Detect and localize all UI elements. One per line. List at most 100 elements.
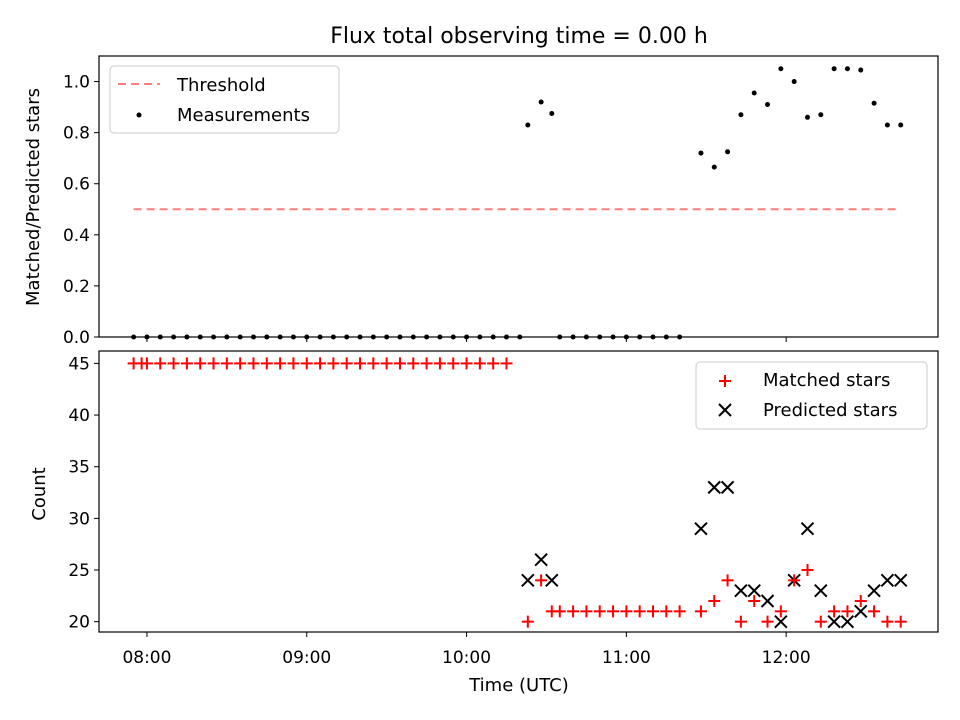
matched-star-point	[220, 357, 233, 370]
predicted-star-point	[707, 480, 721, 495]
matched-star-point	[734, 615, 747, 628]
measurement-point	[538, 99, 544, 105]
measurement-point	[871, 100, 877, 106]
top-y-axis-label: Matched/Predicted stars	[23, 88, 44, 306]
bottom-y-tick-label: 20	[68, 613, 90, 633]
top-y-tick-label: 0.6	[63, 175, 90, 195]
measurements-legend-swatch	[136, 112, 142, 118]
top-legend: Threshold Measurements	[109, 65, 340, 134]
top-axes-frame	[98, 55, 939, 338]
predicted-star-point	[545, 573, 559, 588]
measurement-point	[725, 149, 731, 155]
x-tick-label: 10:00	[442, 648, 491, 668]
matched-star-point	[854, 595, 867, 608]
measurement-point	[738, 112, 744, 118]
top-y-tick-label: 0.4	[63, 226, 90, 246]
matched-star-point	[521, 615, 534, 628]
predicted-star-point	[734, 583, 748, 598]
matched-star-point	[868, 605, 881, 618]
bottom-legend: Matched stars Predicted stars	[695, 361, 928, 430]
matched-legend-label: Matched stars	[763, 370, 890, 391]
matched-star-point	[367, 357, 380, 370]
top-legend-box	[109, 65, 340, 134]
matched-star-point	[473, 357, 486, 370]
measurements-legend-label: Measurements	[177, 105, 310, 126]
predicted-legend-swatch	[718, 403, 732, 417]
matched-star-point	[260, 357, 273, 370]
matched-star-point	[894, 615, 907, 628]
measurement-point	[858, 67, 864, 73]
x-tick-label: 11:00	[602, 648, 651, 668]
predicted-star-point	[840, 614, 855, 629]
top-y-tick-label: 0.8	[63, 124, 90, 144]
predicted-star-point	[521, 573, 535, 588]
matched-star-point	[881, 615, 894, 628]
matched-star-point	[673, 605, 686, 618]
measurement-point	[791, 79, 797, 85]
matched-star-point	[761, 615, 774, 628]
measurement-point	[804, 114, 810, 120]
predicted-star-point	[774, 614, 788, 629]
top-y-tick-label: 0.0	[63, 328, 90, 348]
matched-star-point	[327, 357, 340, 370]
bottom-y-tick-label: 40	[68, 406, 90, 426]
x-axis-label: Time (UTC)	[468, 675, 569, 696]
matched-star-point	[620, 605, 633, 618]
top-panel: 0.0 0.2 0.4 0.6 0.8 1.0 Matched/Predicted sta…	[23, 55, 939, 348]
bottom-y-tick-label: 35	[68, 458, 90, 478]
bottom-y-tick-label: 45	[68, 354, 90, 374]
predicted-star-point	[894, 573, 908, 588]
matched-star-point	[207, 357, 220, 370]
matched-star-point	[814, 615, 827, 628]
top-x-axis	[146, 337, 787, 342]
x-tick-label: 12:00	[762, 648, 811, 668]
measurement-point	[844, 66, 850, 72]
predicted-star-point	[800, 521, 815, 536]
matched-star-point	[167, 357, 180, 370]
matched-star-point	[721, 574, 734, 587]
predicted-star-point	[880, 573, 895, 588]
predicted-star-point	[827, 614, 841, 629]
x-tick-label: 08:00	[122, 648, 171, 668]
predicted-star-point	[747, 583, 761, 598]
measurement-point	[898, 122, 904, 128]
matched-star-point	[447, 357, 460, 370]
bottom-axes-frame	[98, 350, 939, 633]
matched-star-point	[140, 357, 153, 370]
matched-star-point	[420, 357, 433, 370]
matched-star-point	[380, 357, 393, 370]
matched-star-point	[788, 574, 801, 587]
matched-star-point	[300, 357, 313, 370]
measurement-point	[765, 102, 771, 108]
matched-star-point	[274, 357, 287, 370]
matched-star-point	[154, 357, 167, 370]
measurement-point	[884, 122, 890, 128]
matched-star-point	[567, 605, 580, 618]
bottom-x-axis: 08:00 09:00 10:00 11:00 12:00	[122, 632, 811, 668]
measurement-point	[711, 164, 717, 170]
matched-star-point	[194, 357, 207, 370]
matched-star-point	[535, 574, 548, 587]
matched-legend-swatch	[719, 375, 731, 387]
matched-star-point	[748, 595, 761, 608]
matched-star-point	[553, 605, 566, 618]
matched-star-point	[340, 357, 353, 370]
bottom-plot-area	[127, 357, 908, 629]
measurement-point	[525, 122, 531, 128]
predicted-star-point	[720, 480, 735, 495]
bottom-y-tick-label: 25	[68, 561, 90, 581]
matched-star-point	[660, 605, 673, 618]
matched-star-point	[460, 357, 473, 370]
matched-star-point	[500, 357, 513, 370]
matched-star-point	[708, 595, 721, 608]
matched-star-point	[433, 357, 446, 370]
matched-star-point	[774, 605, 787, 618]
bottom-legend-box	[695, 361, 928, 430]
matched-star-point	[487, 357, 500, 370]
matched-star-point	[234, 357, 247, 370]
measurement-point	[818, 112, 824, 118]
matched-star-point	[314, 357, 327, 370]
measurement-point	[778, 66, 784, 72]
top-y-tick-label: 0.2	[63, 277, 90, 297]
